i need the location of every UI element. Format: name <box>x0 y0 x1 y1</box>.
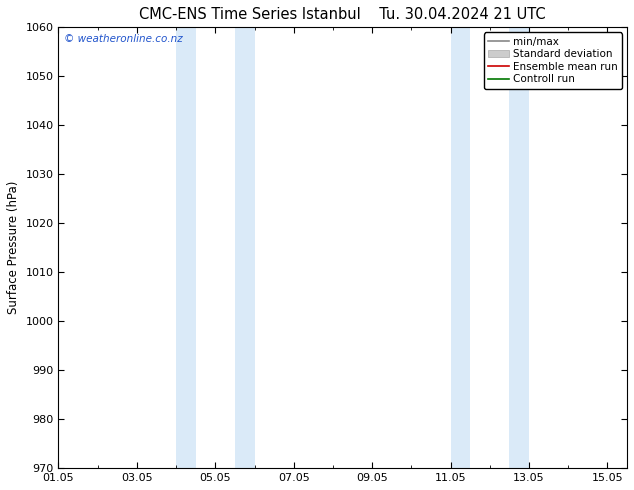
Bar <box>176 27 196 468</box>
Bar <box>235 27 254 468</box>
Title: CMC-ENS Time Series Istanbul    Tu. 30.04.2024 21 UTC: CMC-ENS Time Series Istanbul Tu. 30.04.2… <box>139 7 546 22</box>
Bar <box>510 27 529 468</box>
Y-axis label: Surface Pressure (hPa): Surface Pressure (hPa) <box>7 181 20 315</box>
Legend: min/max, Standard deviation, Ensemble mean run, Controll run: min/max, Standard deviation, Ensemble me… <box>484 32 622 89</box>
Text: © weatheronline.co.nz: © weatheronline.co.nz <box>64 34 183 44</box>
Bar <box>451 27 470 468</box>
